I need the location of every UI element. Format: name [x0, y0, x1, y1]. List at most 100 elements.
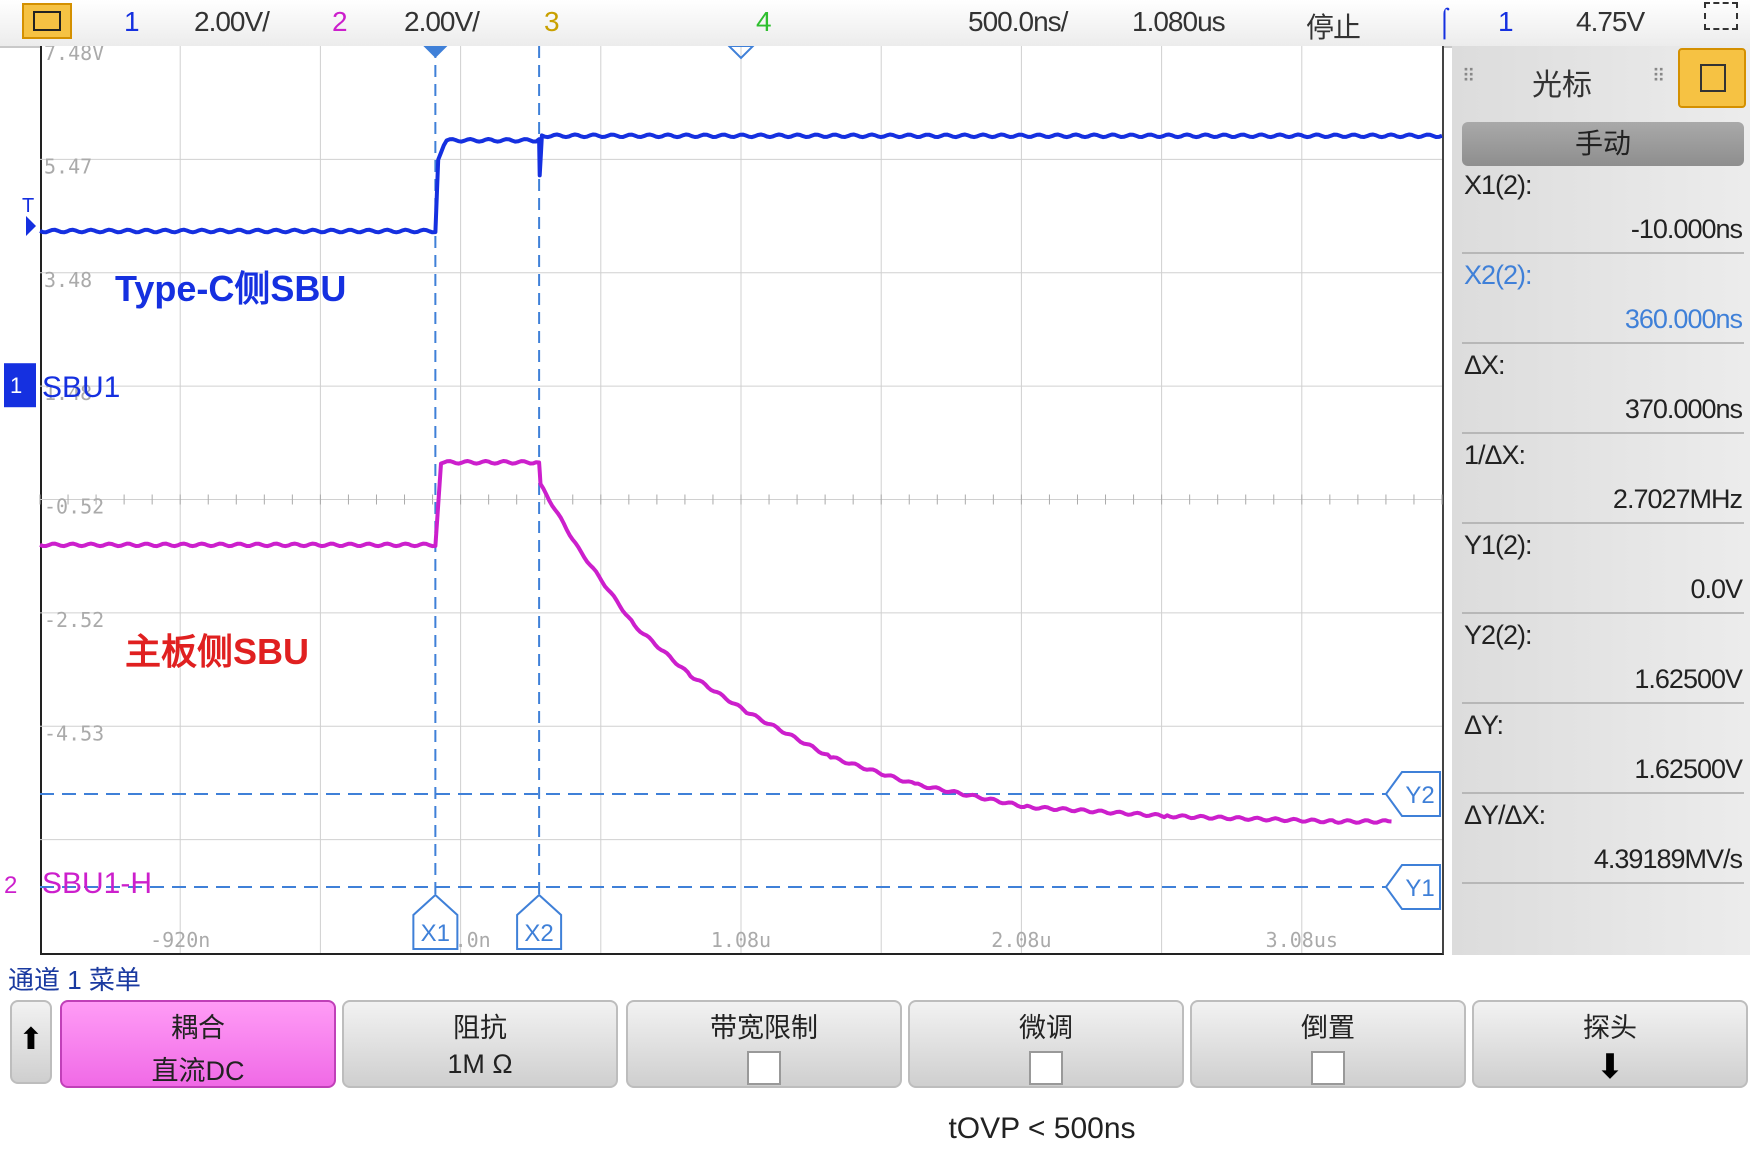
checkbox[interactable] [747, 1051, 781, 1085]
ch1-indicator[interactable]: 1 [124, 6, 140, 37]
softkey-title: 倒置 [1301, 1013, 1355, 1043]
ch1-label: SBU1 [42, 371, 120, 404]
y-tick-label: 3.48 [44, 268, 92, 292]
trigger-channel[interactable]: 1 [1498, 6, 1514, 37]
waveform-display[interactable] [40, 46, 1444, 955]
channel-menu-label: 通道 1 菜单 [8, 965, 141, 995]
measurement-value: 2.7027MHz [1612, 484, 1743, 514]
y-tick-label: -2.52 [44, 608, 104, 632]
softkey-title: 微调 [1019, 1013, 1073, 1043]
cursor-x2-tag-label: X2 [524, 920, 553, 947]
annotation-mainboard-sbu: 主板侧SBU [125, 631, 309, 672]
softkey-invert[interactable]: 倒置 [1190, 1000, 1466, 1088]
measurement-label: Y2(2): [1464, 620, 1533, 650]
x-tick-label: 3.08us [1266, 928, 1338, 952]
softkey-title: 探头 [1583, 1013, 1637, 1043]
softkey-title: 带宽限制 [710, 1013, 818, 1043]
measurement-separator [1462, 432, 1744, 434]
softkey-coupling[interactable]: 耦合 直流DC [60, 1000, 336, 1088]
measurement-separator [1462, 882, 1744, 884]
measurement-value: 1.62500V [1634, 754, 1743, 784]
zoom-select-icon[interactable] [1704, 2, 1738, 30]
cursor-panel-title: 光标 [1532, 69, 1592, 102]
measurement-label: X1(2): [1464, 170, 1533, 200]
down-arrow-icon: ⬇ [1595, 1048, 1625, 1086]
ch2-indicator[interactable]: 2 [332, 6, 348, 37]
ch4-indicator[interactable]: 4 [756, 6, 772, 37]
menu-up-button[interactable]: ⬆ [10, 1000, 52, 1084]
softkey-value: 1M Ω [447, 1049, 513, 1079]
checkbox[interactable] [1311, 1051, 1345, 1085]
cursor-x1-tag [412, 893, 459, 950]
x-tick-label: 1.08u [711, 928, 771, 952]
measurement-value: 360.000ns [1624, 304, 1743, 334]
measurement-value: -10.000ns [1630, 214, 1743, 244]
run-state[interactable]: 停止 [1306, 12, 1361, 43]
panel-menu-icon[interactable] [1678, 48, 1746, 108]
measurement-value: 370.000ns [1624, 394, 1743, 424]
top-status-bar: 1 2.00V/ 2 2.00V/ 3 4 500.0ns/ 1.080us 停… [0, 0, 1750, 48]
trigger-level-letter: T [22, 195, 34, 217]
up-arrow-icon: ⬆ [18, 1023, 44, 1056]
y-tick-label: 1.48 [44, 381, 92, 405]
x-tick-label: -920n [150, 928, 210, 952]
cursor-panel-header: ⠿ 光标 ⠿ [1452, 46, 1750, 108]
cursor-y2-tag-label: Y2 [1405, 782, 1434, 809]
trigger-level-marker [26, 216, 36, 236]
cursor-x1-tag-label: X1 [421, 920, 450, 947]
trigger-position-marker [423, 46, 448, 58]
measurement-separator [1462, 522, 1744, 524]
checkbox[interactable] [1029, 1051, 1063, 1085]
softkey-value: 直流DC [151, 1056, 245, 1086]
cursor-y1-tag-label: Y1 [1405, 875, 1434, 902]
ch1-marker-number: 1 [10, 373, 22, 398]
measurement-value: 4.39189MV/s [1593, 844, 1743, 874]
softkey-bandwidth-limit[interactable]: 带宽限制 [626, 1000, 902, 1088]
measurement-label: ΔY/ΔX: [1464, 800, 1546, 830]
figure-caption: tOVP < 500ns [948, 1112, 1136, 1145]
drag-handle-icon[interactable]: ⠿ [1652, 66, 1666, 86]
cursor-y2-tag [1384, 771, 1441, 817]
softkey-title: 耦合 [171, 1013, 225, 1043]
ch3-indicator[interactable]: 3 [544, 6, 560, 37]
cursor-mode-button[interactable]: 手动 [1462, 122, 1744, 166]
measurement-label: X2(2): [1464, 260, 1533, 290]
delay-readout[interactable]: 1.080us [1132, 6, 1226, 37]
measurement-separator [1462, 702, 1744, 704]
trigger-edge-icon: ⌠ [1436, 6, 1453, 37]
y-tick-label: 7.48V [44, 46, 104, 65]
waveform-sbu1-h [39, 459, 1392, 825]
trigger-level[interactable]: 4.75V [1576, 6, 1645, 37]
measurement-label: ΔY: [1464, 710, 1504, 740]
softkey-impedance[interactable]: 阻抗 1M Ω [342, 1000, 618, 1088]
waveform-sbu1 [39, 132, 1443, 235]
measurement-label: 1/ΔX: [1464, 440, 1526, 470]
softkey-title: 阻抗 [453, 1013, 507, 1043]
drag-handle-icon[interactable]: ⠿ [1462, 66, 1476, 86]
cursor-panel: ⠿ 光标 ⠿ 手动 X1(2): -10.000ns X2(2): 360.000ns… [1452, 46, 1750, 955]
ch1-scale[interactable]: 2.00V/ [194, 6, 270, 37]
y-tick-label: -0.52 [44, 495, 104, 519]
annotation-type-c-sbu: Type-C侧SBU [115, 268, 346, 309]
ch2-marker-number: 2 [4, 872, 17, 899]
timebase-readout[interactable]: 500.0ns/ [968, 6, 1068, 37]
ch2-label: SBU1-H [42, 867, 152, 900]
measurement-label: Y1(2): [1464, 530, 1533, 560]
delay-marker [727, 46, 755, 60]
measurement-separator [1462, 342, 1744, 344]
softkey-probe[interactable]: 探头 ⬇ [1472, 1000, 1748, 1088]
y-tick-label: -4.53 [44, 721, 104, 745]
measurement-separator [1462, 792, 1744, 794]
cursor-y1-tag [1384, 864, 1441, 910]
ch2-scale[interactable]: 2.00V/ [404, 6, 480, 37]
main-menu-icon[interactable] [22, 3, 72, 39]
ch1-ground-marker [4, 363, 36, 408]
measurement-separator [1462, 252, 1744, 254]
y-tick-label: 5.47 [44, 154, 92, 178]
measurement-separator [1462, 612, 1744, 614]
softkey-fine[interactable]: 微调 [908, 1000, 1184, 1088]
x-tick-label: 2.08u [991, 928, 1051, 952]
cursor-x2-tag [516, 893, 563, 950]
measurement-label: ΔX: [1464, 350, 1506, 380]
